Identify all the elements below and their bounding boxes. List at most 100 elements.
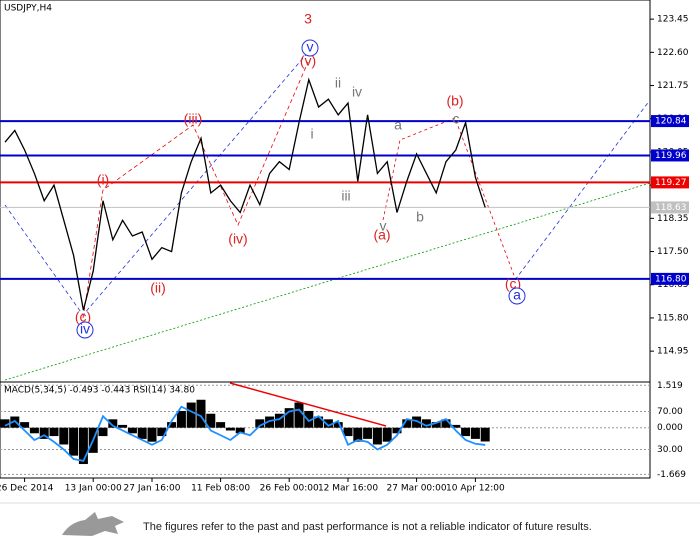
- macd-bar: [392, 427, 402, 434]
- x-tick-label: 27 Mar 00:00: [387, 484, 447, 494]
- macd-bar: [431, 422, 441, 428]
- wave-label: c: [453, 111, 460, 127]
- price-level-tag: [651, 272, 689, 285]
- wave-label: v: [380, 218, 387, 234]
- y-tick-label: 114.95: [657, 347, 689, 357]
- disclaimer: The figures refer to the past and past p…: [143, 521, 592, 533]
- wave-guide: [4, 182, 651, 381]
- macd-bar: [20, 422, 30, 428]
- y-tick-label: -1.669: [657, 470, 686, 480]
- macd-bar: [225, 427, 235, 431]
- wave-label: b: [416, 209, 424, 225]
- macd-bar: [470, 427, 480, 439]
- macd-bar: [98, 427, 108, 437]
- macd-bar: [343, 427, 353, 437]
- wave-label: v: [307, 39, 314, 55]
- wave-label: (iv): [228, 231, 247, 247]
- macd-bar: [206, 413, 216, 428]
- x-tick-label: 12 Mar 16:00: [318, 484, 378, 494]
- wave-guide: [82, 61, 309, 319]
- wave-guide: [514, 99, 651, 281]
- x-tick-label: 13 Jan 00:00: [65, 484, 122, 494]
- macd-bar: [186, 402, 196, 428]
- y2-tick-label: 30.00: [657, 445, 683, 455]
- y-tick-label: 116.65: [657, 280, 689, 290]
- wave-label: a: [513, 287, 521, 303]
- macd-bar: [421, 419, 431, 428]
- price-level-label: 118.63: [655, 203, 687, 213]
- wave-label: i: [310, 126, 313, 142]
- wave-label: iv: [352, 84, 362, 100]
- price-level-label: 119.27: [655, 178, 687, 188]
- wave-label: 3: [304, 11, 312, 27]
- macd-bar: [274, 413, 284, 428]
- logo: [62, 512, 124, 536]
- macd-bar: [29, 427, 39, 434]
- x-tick-label: 26 Dec 2014: [0, 484, 54, 494]
- wave-label: ii: [335, 75, 341, 91]
- y-tick-label: 0.000: [657, 423, 683, 433]
- macd-bar: [137, 427, 147, 439]
- wave-label: (i): [97, 172, 109, 188]
- y2-tick-label: 70.00: [657, 407, 683, 417]
- macd-bar: [69, 427, 79, 456]
- plot-frame: [0, 0, 651, 479]
- macd-bar: [333, 422, 343, 428]
- wave-label: (ii): [150, 280, 166, 296]
- macd-bar: [108, 419, 118, 428]
- macd-bar: [265, 416, 275, 428]
- macd-bar: [176, 410, 186, 428]
- divergence-line: [229, 382, 387, 427]
- y-tick-label: 122.60: [657, 48, 689, 58]
- wave-label: a: [394, 117, 402, 133]
- wave-label: (c): [75, 309, 91, 325]
- x-tick-label: 11 Feb 08:00: [191, 484, 250, 494]
- indicator-title: MACD(5,34,5) -0.493 -0.443 RSI(14) 34.80: [4, 386, 195, 396]
- macd-bar: [363, 427, 373, 439]
- wave-label: (a): [373, 227, 390, 243]
- y-tick-label: 123.45: [657, 15, 689, 25]
- macd-bar: [353, 427, 363, 442]
- x-tick-label: 27 Jan 16:00: [124, 484, 181, 494]
- wave-label: (b): [446, 93, 463, 109]
- y-tick-label: 121.75: [657, 81, 689, 91]
- macd-bar: [216, 422, 226, 428]
- price-level-label: 119.96: [655, 151, 687, 161]
- macd-bar: [49, 427, 59, 437]
- macd-bar: [402, 419, 412, 428]
- wave-circle: [508, 287, 526, 305]
- macd-bar: [314, 416, 324, 428]
- macd-bar: [127, 427, 137, 434]
- macd-bar: [284, 408, 294, 428]
- wave-label: iii: [341, 188, 350, 204]
- macd-bar: [118, 424, 128, 428]
- macd-bar: [323, 419, 333, 428]
- macd-bar: [441, 419, 451, 428]
- macd-bar: [235, 427, 245, 434]
- macd-bar: [304, 410, 314, 428]
- x-tick-label: 10 Apr 12:00: [446, 484, 505, 494]
- macd-bar: [78, 427, 88, 465]
- wave-guide: [4, 49, 311, 316]
- macd-bar: [59, 427, 69, 445]
- rsi-line: [4, 405, 486, 462]
- macd-bar: [196, 399, 206, 428]
- price-level-tag: [651, 176, 689, 189]
- macd-bar: [480, 427, 490, 442]
- wave-label: (iii): [184, 111, 203, 127]
- y-tick-label: 1.519: [657, 381, 683, 391]
- macd-bar: [39, 427, 49, 439]
- price-line: [4, 77, 486, 311]
- price-level-label: 116.80: [655, 274, 687, 284]
- macd-bar: [294, 402, 304, 428]
- wave-label: (v): [300, 53, 316, 69]
- macd-bar: [451, 424, 461, 428]
- y-tick-label: 117.50: [657, 247, 689, 257]
- x-tick-label: 26 Feb 00:00: [260, 484, 319, 494]
- macd-bar: [461, 427, 471, 437]
- macd-bar: [372, 427, 382, 445]
- macd-bar: [382, 427, 392, 442]
- macd-bar: [255, 419, 265, 428]
